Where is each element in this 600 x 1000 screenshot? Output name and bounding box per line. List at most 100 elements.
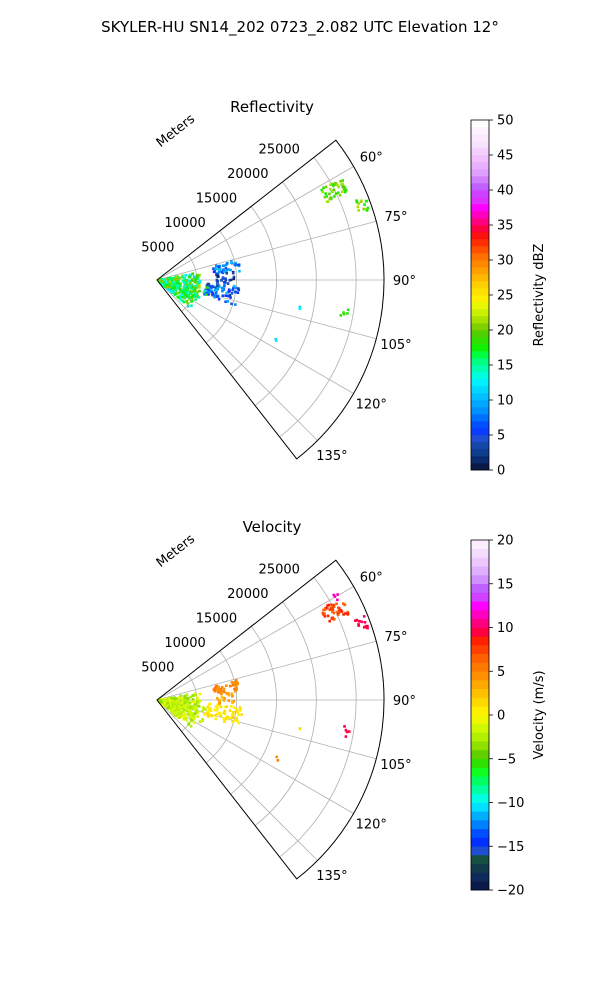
echo-gate — [163, 701, 167, 705]
echo-cluster — [275, 755, 280, 762]
echo-gate — [231, 271, 235, 275]
range-ring — [230, 206, 277, 375]
echo-gate — [193, 702, 197, 706]
echo-gate — [364, 624, 368, 628]
echo-gate — [336, 593, 339, 596]
echo-gate — [298, 307, 302, 310]
echo-gate — [222, 687, 226, 691]
echo-gate — [232, 277, 236, 281]
echo-gate — [183, 296, 186, 300]
echo-gate — [183, 292, 187, 296]
colorbar-label: Velocity (m/s) — [532, 670, 547, 759]
colorbar-swatch — [471, 197, 489, 205]
echo-gate — [177, 281, 181, 285]
echo-gate — [225, 268, 229, 272]
colorbar-swatch — [471, 218, 489, 226]
echo-gate — [207, 293, 210, 296]
azimuth-spoke — [156, 586, 354, 701]
echo-gate — [174, 714, 178, 717]
echo-gate — [235, 719, 239, 723]
echo-gate — [228, 293, 232, 297]
echo-gate — [355, 199, 358, 202]
echo-gate — [198, 279, 202, 283]
echo-gate — [208, 284, 212, 288]
colorbar-swatch — [471, 758, 489, 768]
echo-gate — [189, 725, 193, 728]
echo-gate — [357, 624, 361, 627]
echo-gate — [177, 712, 180, 716]
echo-gate — [213, 689, 217, 693]
echo-gate — [213, 686, 217, 690]
range-tick-label: 20000 — [227, 167, 268, 182]
echo-cluster — [298, 305, 302, 310]
echo-gate — [221, 276, 225, 279]
echo-gate — [183, 694, 187, 698]
echo-gate — [215, 708, 218, 712]
echo-gate — [210, 286, 213, 289]
colorbar-tick-label: 50 — [497, 114, 514, 129]
echo-gate — [161, 283, 165, 286]
echo-gate — [173, 706, 177, 710]
colorbar-tick-label: 5 — [497, 665, 505, 680]
echo-gate — [240, 713, 243, 716]
echo-gate — [193, 707, 196, 711]
echo-gate — [217, 271, 220, 275]
panel-title: Velocity — [243, 518, 302, 536]
colorbar-swatch — [471, 548, 489, 558]
echo-gate — [166, 287, 169, 291]
range-tick-label: 20000 — [227, 587, 268, 602]
echo-gate — [188, 709, 192, 712]
echo-gate — [169, 290, 173, 293]
echo-gate — [237, 721, 240, 725]
sector-frame — [156, 559, 385, 880]
echo-gate — [196, 291, 199, 294]
echo-gate — [180, 698, 183, 701]
echo-gate — [336, 183, 339, 187]
echo-gate — [173, 713, 177, 716]
echo-gate — [187, 290, 190, 294]
echo-gate — [168, 697, 171, 701]
echo-gate — [194, 709, 198, 713]
echo-gate — [186, 295, 189, 298]
echo-gate — [238, 709, 242, 712]
colorbar-tick-label: 15 — [497, 577, 514, 592]
echo-gate — [185, 699, 189, 702]
echo-gate — [212, 285, 215, 289]
echo-gate — [185, 696, 189, 700]
echo-gate — [187, 304, 190, 308]
echo-gate — [172, 281, 175, 284]
echo-gate — [235, 688, 238, 691]
echo-gate — [198, 289, 201, 293]
colorbar-swatch — [471, 421, 489, 429]
echo-gate — [219, 714, 223, 718]
echo-gate — [188, 705, 191, 709]
echo-gate — [238, 706, 242, 709]
echo-gate — [197, 284, 201, 287]
echo-gate — [366, 626, 369, 630]
azimuth-tick-label: 135° — [316, 449, 347, 464]
echo-gate — [342, 602, 345, 605]
echo-gate — [192, 700, 196, 704]
echo-gate — [173, 284, 176, 288]
echo-gate — [214, 717, 218, 721]
echo-gate — [344, 612, 347, 615]
colorbar-swatch — [471, 785, 489, 795]
echo-gate — [191, 694, 195, 697]
echo-gate — [329, 183, 332, 187]
echo-gate — [234, 679, 238, 682]
echo-gate — [175, 697, 178, 700]
echo-gate — [329, 606, 333, 610]
echo-gate — [221, 294, 225, 298]
echo-gate — [183, 699, 186, 703]
colorbar-swatch — [471, 627, 489, 637]
echo-gate — [202, 290, 206, 293]
colorbar-tick-label: 15 — [497, 359, 514, 374]
azimuth-spoke — [156, 279, 377, 340]
echo-gate — [160, 700, 164, 704]
colorbar-swatch — [471, 253, 489, 261]
echo-gate — [222, 264, 226, 267]
echo-gate — [333, 595, 337, 598]
echo-gate — [225, 691, 228, 695]
echo-gate — [275, 339, 278, 343]
echo-gate — [322, 186, 325, 190]
